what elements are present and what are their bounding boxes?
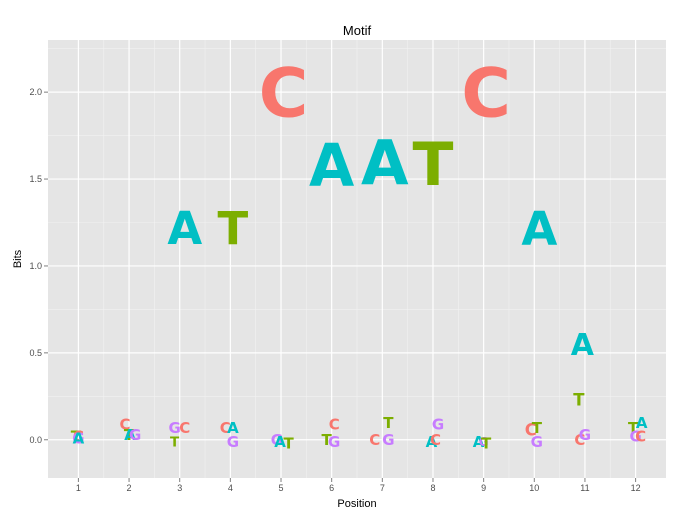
letter-c-mark: C xyxy=(635,428,646,446)
letter-c-mark: C xyxy=(525,420,537,439)
letter-a-mark: A xyxy=(167,202,202,255)
letter-g-mark: G xyxy=(432,416,444,434)
letter-t-mark: T xyxy=(71,428,82,446)
letter-c-mark: C xyxy=(119,416,130,434)
letter-c-mark: C xyxy=(430,431,441,449)
letter-a-mark: A xyxy=(521,201,557,255)
letter-t-mark: T xyxy=(283,435,294,453)
letter-a-mark: A xyxy=(361,127,409,199)
x-tick-label: 4 xyxy=(228,483,233,493)
letter-t-mark: T xyxy=(532,419,543,437)
x-tick-label: 1 xyxy=(76,483,81,493)
y-tick-label: 1.5 xyxy=(29,174,42,184)
x-tick-label: 10 xyxy=(529,483,539,493)
letter-c-mark: C xyxy=(369,431,380,449)
y-tick-label: 0.5 xyxy=(29,348,42,358)
letter-c-mark: C xyxy=(259,53,309,132)
letter-t-mark: T xyxy=(413,130,454,200)
letter-a-mark: A xyxy=(426,433,438,451)
letter-g-mark: G xyxy=(168,419,180,437)
letter-g-mark: G xyxy=(227,433,239,451)
x-tick-label: 7 xyxy=(380,483,385,493)
letter-t-mark: T xyxy=(170,434,180,450)
x-tick-label: 11 xyxy=(580,483,589,493)
y-tick-label: 0.0 xyxy=(29,435,42,445)
minor-grid xyxy=(48,40,666,478)
letter-g-mark: G xyxy=(72,429,84,447)
letter-a-mark: A xyxy=(309,132,354,200)
letter-a-mark: A xyxy=(636,414,648,432)
x-tick-label: 5 xyxy=(279,483,284,493)
x-axis: 1 2 3 4 5 6 7 8 9 10 11 12 xyxy=(76,478,641,493)
letter-c-mark: C xyxy=(179,419,190,437)
letter-t-mark: T xyxy=(383,414,394,432)
letter-a-mark: A xyxy=(227,419,239,437)
x-tick-label: 6 xyxy=(329,483,334,493)
major-grid xyxy=(48,40,666,478)
letter-c-mark: C xyxy=(574,431,585,449)
letter-t-mark: T xyxy=(628,419,639,437)
x-tick-label: 8 xyxy=(430,483,435,493)
letter-g-mark: G xyxy=(271,431,283,449)
x-tick-label: 9 xyxy=(481,483,486,493)
letter-c-mark: C xyxy=(461,53,511,132)
letter-t-mark: T xyxy=(481,435,492,453)
letter-t-mark: T xyxy=(321,431,332,449)
letter-t-mark: T xyxy=(218,202,249,255)
y-axis: 0.0 0.5 1.0 1.5 2.0 xyxy=(29,87,48,445)
x-tick-label: 3 xyxy=(177,483,182,493)
letter-g-mark: G xyxy=(328,433,340,451)
y-axis-title: Bits xyxy=(12,249,24,268)
letter-c-mark: C xyxy=(73,428,84,446)
letter-g-mark: G xyxy=(129,426,141,444)
letter-a-mark: A xyxy=(124,426,136,444)
letter-a-mark: A xyxy=(571,328,595,363)
letter-c-mark: C xyxy=(220,419,231,437)
letter-c-mark: C xyxy=(329,416,340,434)
letter-a-mark: A xyxy=(274,433,286,451)
letter-g-mark: G xyxy=(382,431,394,449)
letter-a-mark: A xyxy=(73,429,85,447)
letter-a-mark: A xyxy=(473,433,485,451)
chart-title: Motif xyxy=(343,23,372,38)
y-tick-label: 1.0 xyxy=(29,261,42,271)
letter-g-mark: G xyxy=(531,433,543,451)
y-tick-label: 2.0 xyxy=(29,87,42,97)
letter-t-mark: T xyxy=(573,391,585,410)
letter-g-mark: G xyxy=(579,426,591,444)
letter-g-mark: G xyxy=(629,428,641,446)
letter-g-mark: G xyxy=(479,435,489,449)
letter-t-mark: T xyxy=(124,426,135,444)
x-tick-label: 2 xyxy=(127,483,132,493)
x-tick-label: 12 xyxy=(631,483,641,493)
x-axis-title: Position xyxy=(337,498,376,510)
